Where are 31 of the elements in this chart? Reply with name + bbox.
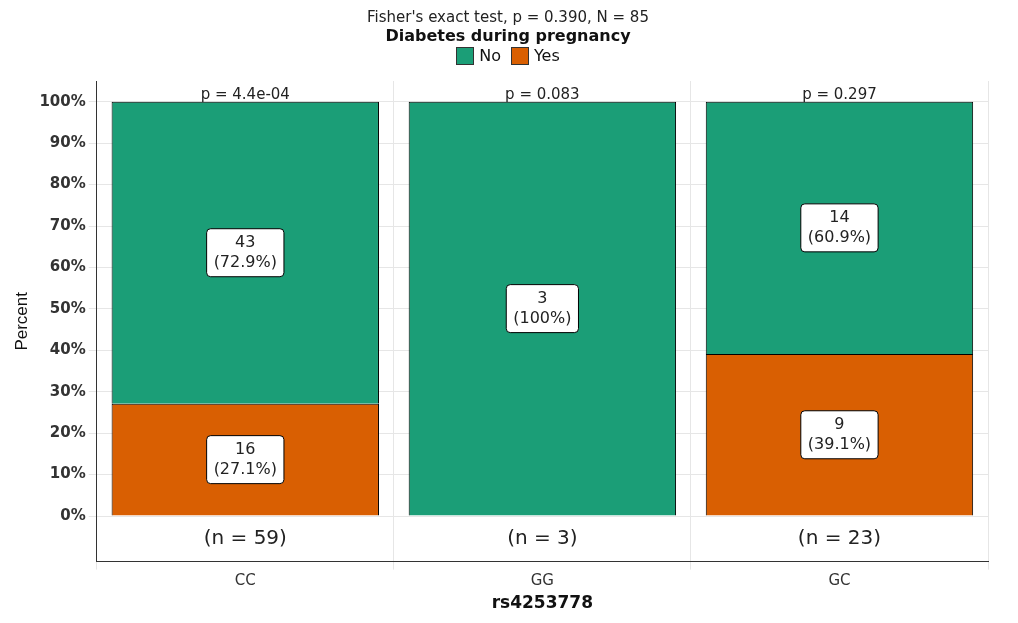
y-tick-label: 20% bbox=[49, 423, 86, 442]
annotation: (n = 59) bbox=[203, 525, 287, 550]
x-tick-label: CC bbox=[234, 571, 256, 590]
annotation: p = 4.4e-04 bbox=[200, 84, 290, 103]
y-tick-label: 90% bbox=[49, 133, 86, 152]
annotation: (n = 23) bbox=[797, 525, 882, 550]
y-axis-title: Percent bbox=[11, 291, 31, 351]
y-tick-label: 0% bbox=[60, 505, 86, 524]
y-tick-label: 10% bbox=[49, 464, 86, 483]
y-tick-label: 80% bbox=[49, 174, 86, 193]
x-tick-label: GC bbox=[828, 571, 851, 590]
y-tick-label: 30% bbox=[49, 381, 86, 400]
data-label: 43 (72.9%) bbox=[213, 231, 277, 271]
data-label: 3 (100%) bbox=[513, 287, 572, 327]
y-tick-label: 40% bbox=[49, 340, 86, 359]
data-label: 9 (39.1%) bbox=[807, 413, 872, 453]
y-tick-label: 100% bbox=[39, 91, 86, 110]
y-tick-label: 70% bbox=[49, 215, 86, 234]
annotation: (n = 3) bbox=[507, 525, 578, 550]
x-tick-label: GG bbox=[530, 571, 554, 590]
data-label: 16 (27.1%) bbox=[213, 438, 277, 478]
text: No bbox=[479, 46, 501, 66]
data-label: 14 (60.9%) bbox=[807, 207, 872, 247]
x-axis-title: rs4253778 bbox=[491, 592, 594, 613]
chart-title: Fisher's exact test, p = 0.390, N = 85 bbox=[366, 8, 650, 26]
annotation: p = 0.083 bbox=[505, 84, 580, 103]
legend-label: Yes bbox=[533, 46, 560, 66]
legend-title: Diabetes during pregnancy bbox=[384, 26, 632, 46]
y-tick-label: 60% bbox=[49, 257, 86, 276]
annotation: p = 0.297 bbox=[802, 84, 877, 103]
y-tick-label: 50% bbox=[49, 298, 86, 317]
